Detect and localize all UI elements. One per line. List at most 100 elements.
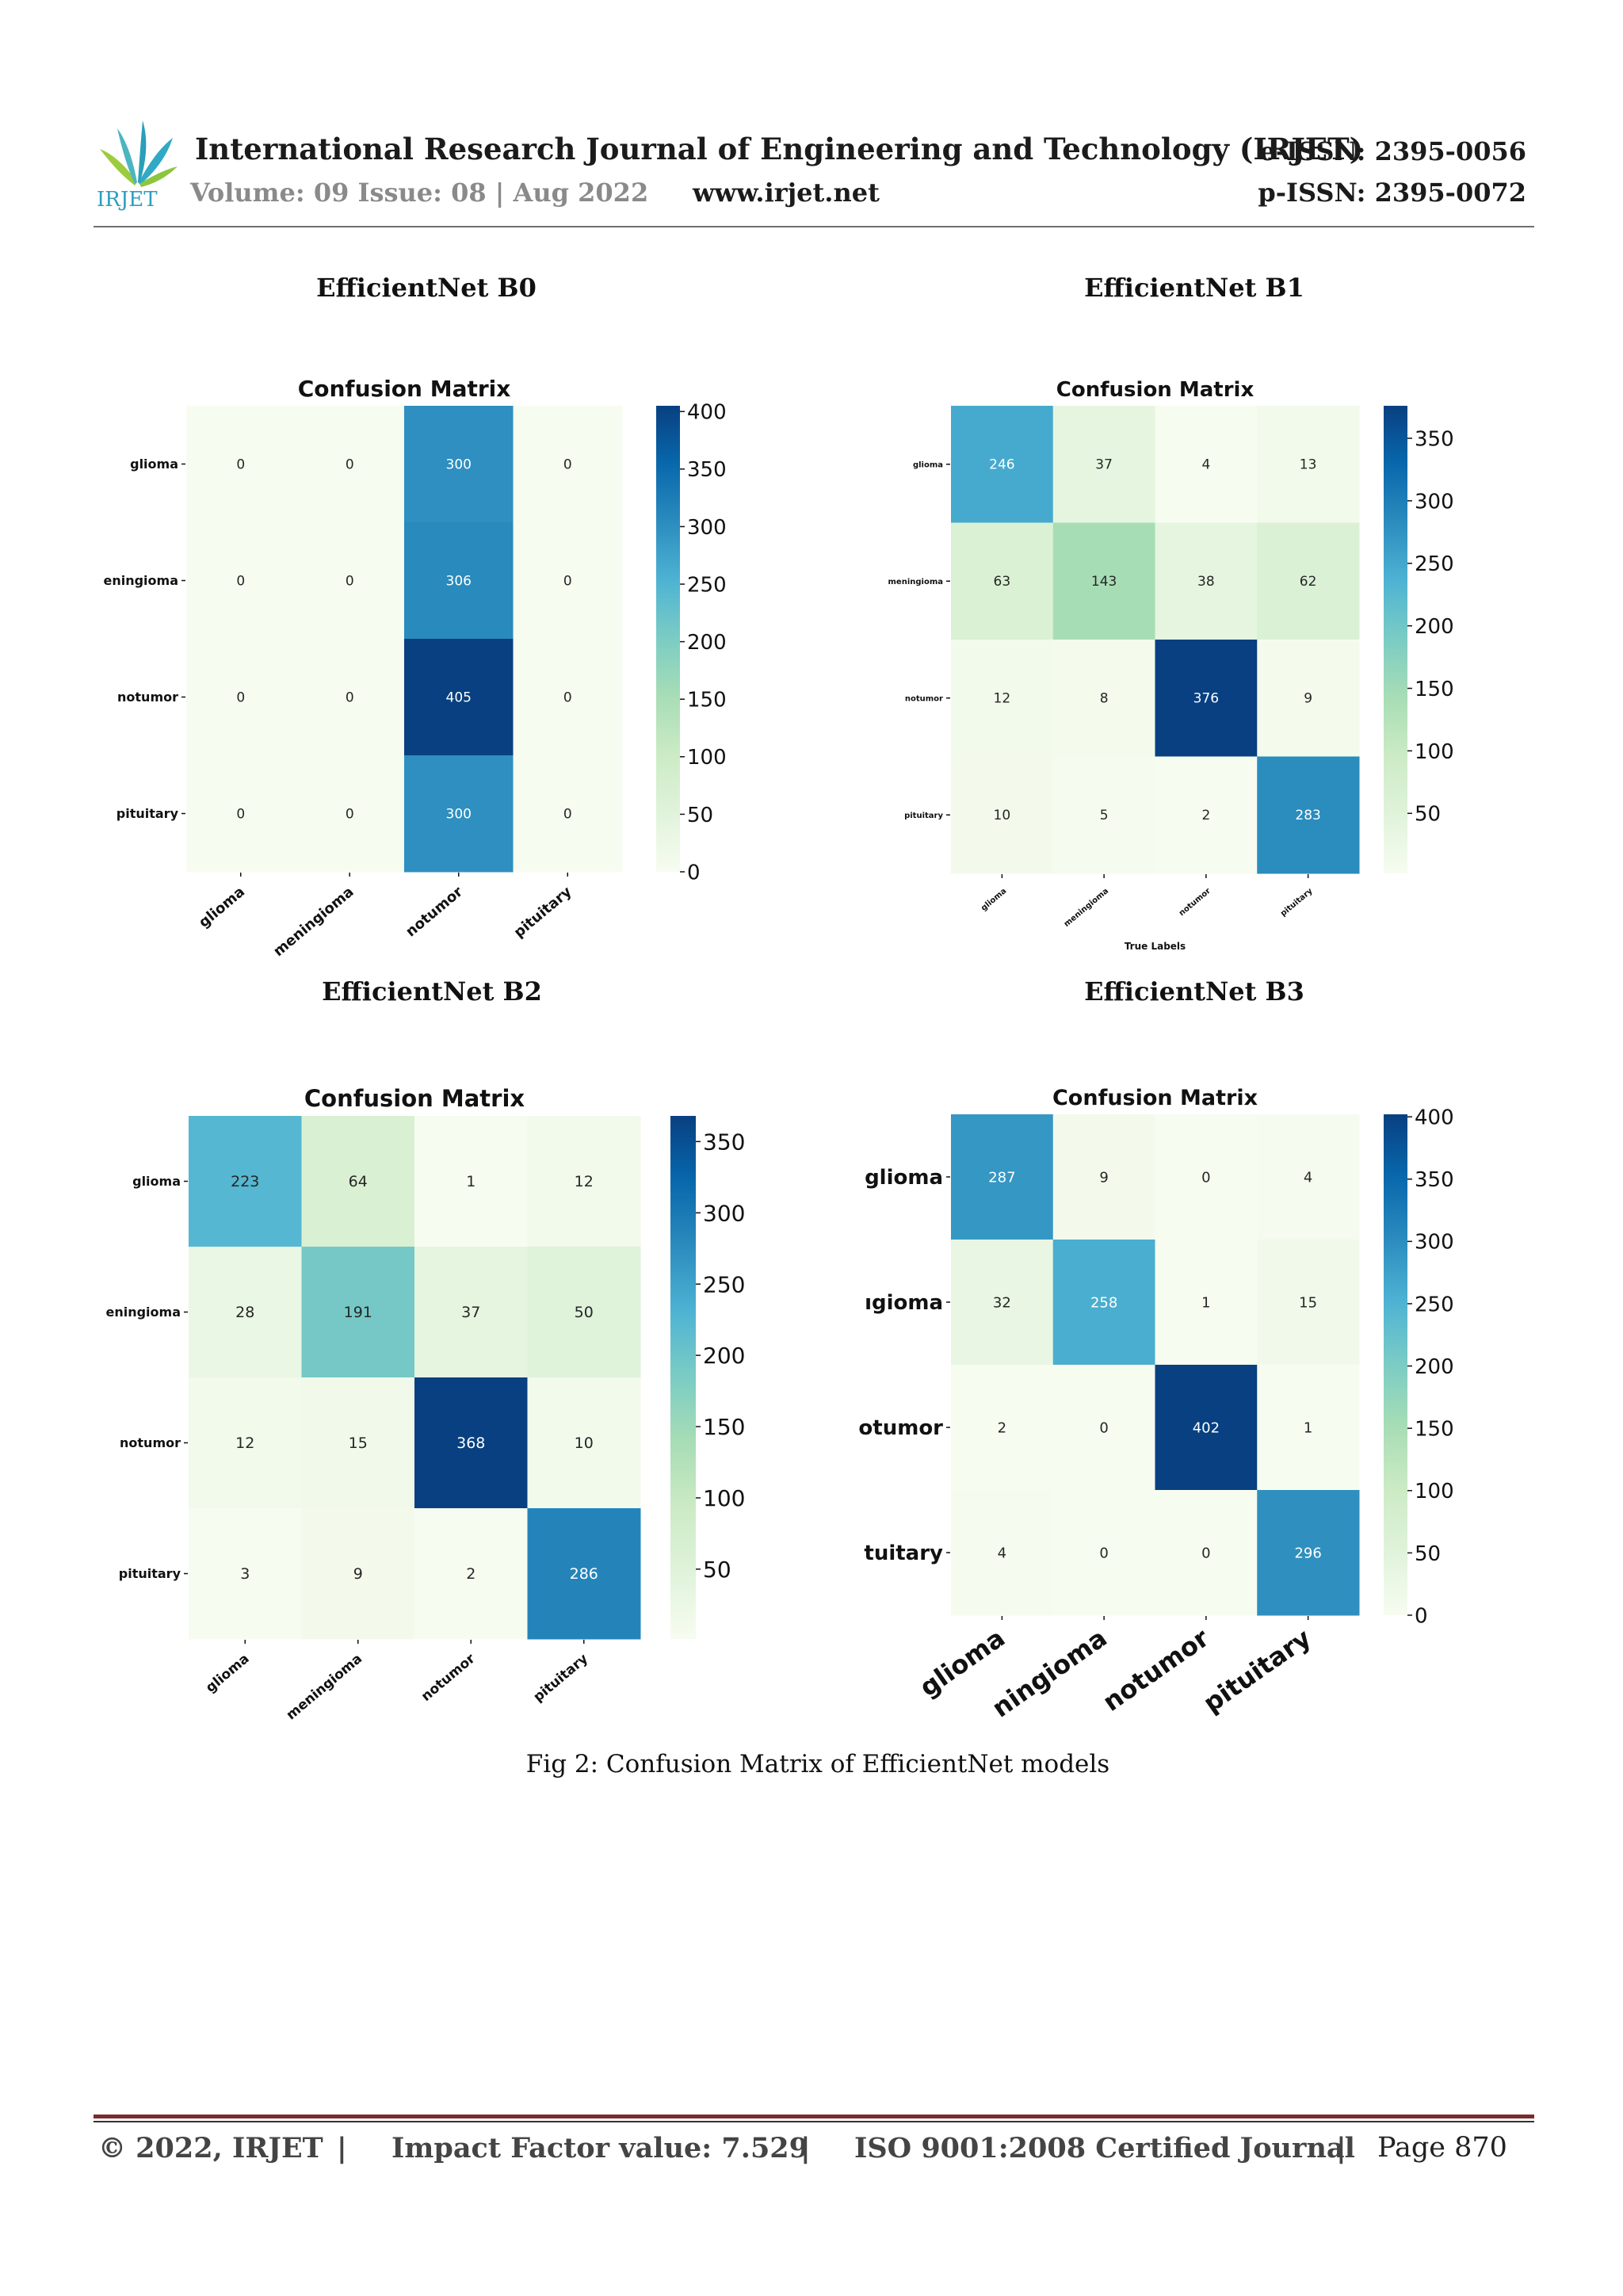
x-tick-label: notumor: [1098, 1622, 1215, 1717]
cell-value-label: 0: [236, 690, 245, 705]
cell-value-label: 0: [1201, 1169, 1210, 1186]
x-tick-label: meningioma: [270, 884, 357, 960]
cell-value-label: 258: [1090, 1294, 1117, 1311]
heatmap-cell: [404, 406, 514, 523]
colorbar: [1384, 406, 1407, 873]
x-tick-label: pituitary: [530, 1651, 591, 1706]
colorbar-tick-label: 250: [1415, 552, 1454, 576]
cell-value-label: 4: [1304, 1169, 1312, 1186]
cell-value-label: 37: [1095, 457, 1113, 473]
colorbar: [1384, 1114, 1407, 1615]
cell-value-label: 283: [1295, 808, 1320, 823]
cell-value-label: 0: [563, 690, 572, 705]
y-tick-label: otumor: [858, 1416, 943, 1440]
heatmap-cell: [951, 756, 1054, 874]
colorbar-tick-label: 100: [1415, 1480, 1454, 1503]
colorbar-tick-label: 50: [703, 1557, 731, 1583]
heatmap-cell: [189, 1116, 302, 1247]
heatmap-cell: [1155, 1490, 1258, 1616]
heatmap-cell: [1052, 1490, 1155, 1616]
header-divider: [94, 226, 1534, 227]
model-title-b1: EfficientNet B1: [1084, 273, 1304, 303]
cell-value-label: 2: [1201, 808, 1210, 823]
colorbar-tick-label: 0: [1415, 1604, 1428, 1628]
colorbar-tick-label: 400: [1415, 1106, 1454, 1130]
x-tick-label: glioma: [203, 1651, 252, 1696]
y-tick-label: pituitary: [119, 1566, 181, 1581]
cell-value-label: 8: [1100, 691, 1109, 707]
heatmap-cell: [527, 1247, 641, 1378]
heatmap-cell: [527, 1377, 641, 1509]
heatmap-cell: [189, 1247, 302, 1378]
cell-value-label: 0: [1201, 1545, 1210, 1561]
x-tick-label: notumor: [403, 884, 466, 941]
cell-value-label: 0: [346, 690, 354, 705]
heatmap-cell: [1155, 756, 1258, 874]
chart-title: Confusion Matrix: [1056, 378, 1254, 402]
cell-value-label: 28: [235, 1304, 254, 1321]
p-issn: p-ISSN: 2395-0072: [1258, 178, 1526, 208]
x-tick-label: glioma: [914, 1622, 1010, 1702]
footer-separator-2: |: [800, 2132, 811, 2164]
footer-impact-factor: Impact Factor value: 7.529: [391, 2132, 809, 2164]
heatmap-cell: [1052, 1114, 1155, 1240]
colorbar-tick-label: 250: [703, 1271, 745, 1297]
cell-value-label: 300: [446, 806, 472, 822]
footer-divider-red: [94, 2115, 1534, 2118]
heatmap-cell: [527, 1116, 641, 1247]
colorbar-tick-label: 100: [1415, 740, 1454, 764]
colorbar-tick-label: 300: [703, 1200, 745, 1226]
heatmap-cell: [1257, 1114, 1360, 1240]
logo-leaves-icon: [100, 120, 178, 187]
heatmap-cell: [414, 1247, 528, 1378]
cell-value-label: 0: [563, 573, 572, 589]
x-tick-label: ningioma: [987, 1622, 1113, 1723]
confusion-matrix-b3: Confusion Matrix 287 9 0 4 32 258 1 15 2 0 402 1 4 0 0 2…: [792, 1070, 1585, 1724]
heatmap-cell: [301, 1247, 415, 1378]
cell-value-label: 368: [456, 1435, 485, 1452]
heatmap-cell: [295, 522, 405, 640]
y-tick-label: glioma: [132, 1174, 181, 1189]
y-tick-label: eningioma: [105, 1305, 181, 1320]
heatmap-cell: [1155, 406, 1258, 523]
cell-value-label: 9: [1304, 691, 1312, 707]
cell-value-label: 4: [1201, 457, 1210, 473]
cell-value-label: 143: [1091, 574, 1117, 590]
x-tick-label: pituitary: [511, 884, 575, 942]
cell-value-label: 0: [346, 806, 354, 822]
cell-value-label: 300: [446, 457, 472, 472]
cell-value-label: 286: [570, 1565, 598, 1583]
colorbar-tick-label: 50: [687, 804, 713, 827]
y-tick-label: notumor: [905, 694, 943, 703]
heatmap-cell: [295, 639, 405, 756]
heatmap-cell: [1155, 1240, 1258, 1366]
chart-title: Confusion Matrix: [304, 1085, 525, 1112]
cell-value-label: 2: [466, 1565, 475, 1583]
y-tick-label: eningioma: [103, 573, 178, 588]
colorbar: [670, 1116, 696, 1639]
confusion-matrix-b0: Confusion Matrix 0 0 300 0 0 0 306 0 0 0 405 0 0 0 300 0…: [0, 365, 792, 967]
cell-value-label: 12: [575, 1173, 594, 1190]
heatmap-cell: [951, 1114, 1054, 1240]
y-tick-label: glioma: [130, 457, 178, 472]
heatmap-cell: [1257, 1490, 1360, 1616]
heatmap-cell: [951, 406, 1054, 523]
cell-value-label: 5: [1100, 808, 1109, 823]
cell-value-label: 306: [446, 573, 472, 589]
colorbar-tick-label: 150: [1415, 1418, 1454, 1442]
colorbar-tick-label: 100: [703, 1485, 745, 1511]
cell-value-label: 62: [1300, 574, 1317, 590]
heatmap-cell: [295, 406, 405, 523]
cell-value-label: 376: [1193, 691, 1219, 707]
irjet-logo: IRJET: [97, 120, 178, 211]
heatmap-cell: [1257, 1240, 1360, 1366]
heatmap-cell: [404, 755, 514, 873]
y-tick-label: tuitary: [864, 1541, 943, 1565]
y-tick-label: meningioma: [888, 578, 944, 586]
cell-value-label: 0: [1099, 1545, 1108, 1561]
journal-website[interactable]: www.irjet.net: [693, 178, 880, 208]
colorbar-tick-label: 150: [703, 1414, 745, 1440]
colorbar-tick-label: 0: [687, 861, 701, 884]
cell-value-label: 402: [1193, 1419, 1220, 1436]
